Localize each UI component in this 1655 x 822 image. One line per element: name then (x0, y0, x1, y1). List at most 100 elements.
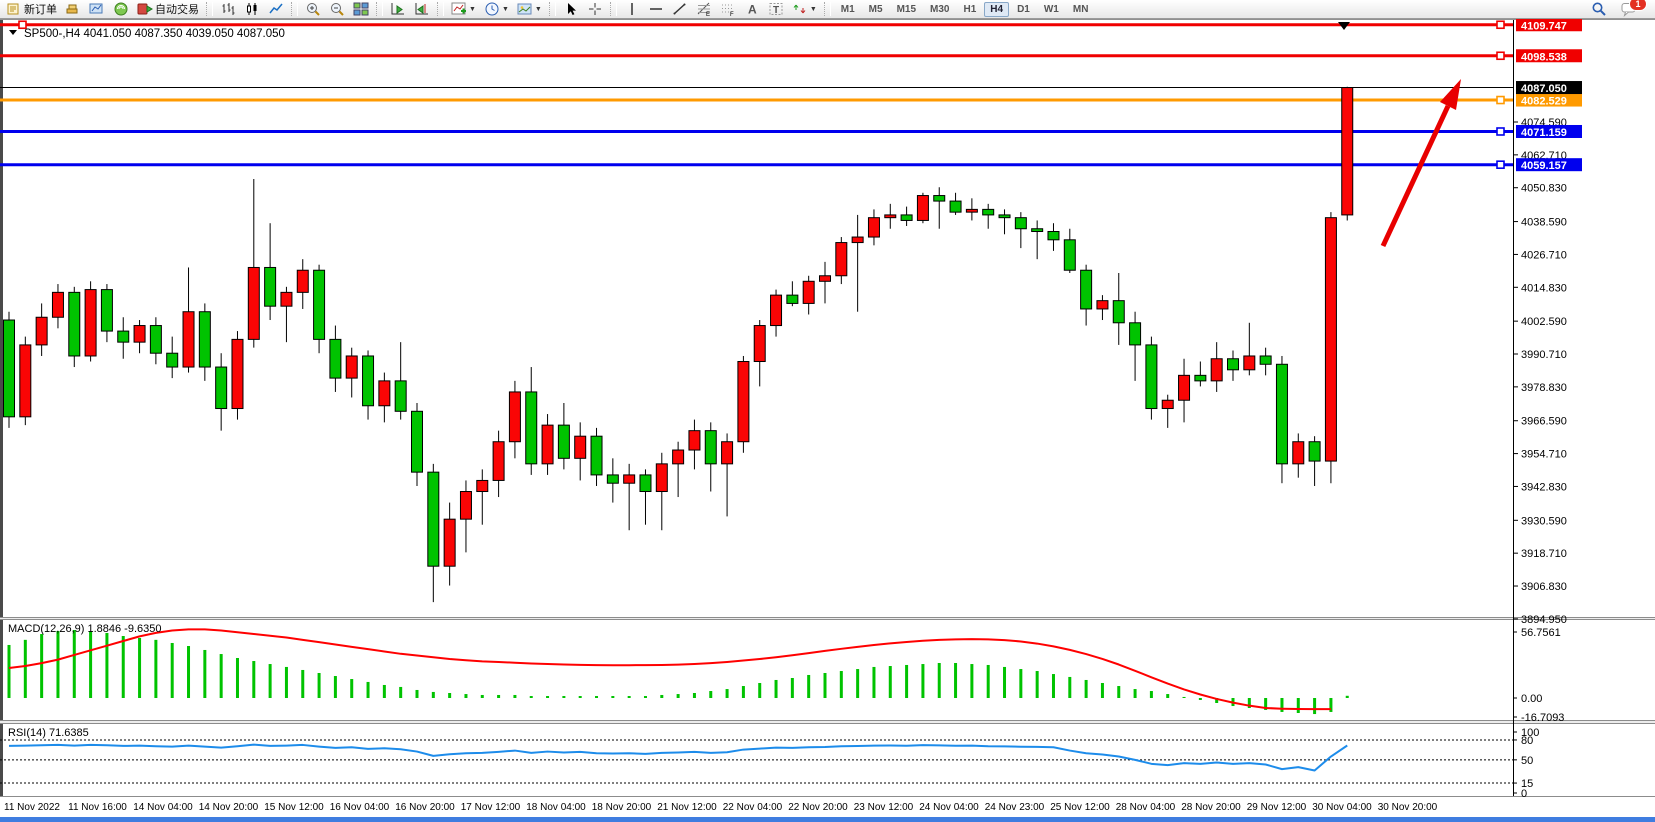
trend-arrow[interactable] (1380, 104, 1451, 248)
price-badge-label: 4098.538 (1521, 51, 1567, 63)
title-collapse-icon[interactable] (9, 30, 17, 35)
autotrading-button[interactable]: 自动交易 (133, 0, 203, 19)
market-depth-button[interactable] (61, 0, 85, 19)
crosshair-button[interactable] (583, 0, 607, 19)
pane-splitter[interactable] (0, 617, 1655, 620)
line-handle[interactable] (18, 20, 27, 30)
fibo-button[interactable]: E (692, 0, 716, 19)
macd-bar (105, 632, 109, 698)
line-handle[interactable] (1496, 127, 1505, 136)
macd-bar (1313, 698, 1317, 715)
bar-chart-button[interactable] (216, 0, 240, 19)
line-handle[interactable] (1496, 95, 1505, 105)
macd-bar (1035, 671, 1039, 698)
macd-bar (382, 684, 386, 698)
line-chart-button[interactable] (264, 0, 288, 19)
crosshair-icon (588, 3, 601, 15)
tile-windows-button[interactable] (349, 0, 373, 19)
pane-splitter[interactable] (0, 720, 1655, 724)
signals-button[interactable] (109, 0, 133, 19)
candle (900, 214, 913, 221)
toolbar-separator (206, 2, 213, 16)
macd-bar (431, 691, 435, 698)
candle (1031, 228, 1044, 233)
periods-button[interactable]: ▼ (480, 0, 513, 19)
timeframe-m5-button[interactable]: M5 (868, 3, 883, 15)
timeframe-h1-button[interactable]: H1 (963, 3, 977, 15)
templates-button[interactable]: ▼ (513, 0, 546, 19)
candle (1243, 355, 1256, 371)
svg-text:T: T (773, 5, 779, 16)
line-handle[interactable] (1496, 51, 1505, 61)
down-triangle-marker[interactable] (1338, 22, 1350, 30)
date-label: 16 Nov 04:00 (330, 802, 390, 813)
notifications-button[interactable]: 1 (1617, 0, 1647, 19)
zoom-out-button[interactable] (325, 0, 349, 19)
chart-shift-button[interactable] (410, 0, 434, 19)
text-button[interactable]: A (740, 0, 764, 19)
macd-bar (415, 689, 419, 698)
timeframe-h4-button[interactable]: H4 (984, 1, 1010, 17)
macd-bar (399, 686, 403, 698)
macd-bar (921, 664, 925, 698)
chevron-down-icon: ▼ (469, 5, 476, 13)
candle (1210, 358, 1223, 382)
macd-bar (268, 664, 272, 698)
timeframe-mn-button[interactable]: MN (1072, 3, 1089, 15)
macd-scale-label: 0.00 (1521, 693, 1542, 705)
candlestick-button[interactable] (240, 0, 264, 19)
date-label: 28 Nov 04:00 (1116, 802, 1176, 813)
candle (819, 275, 831, 282)
date-label: 25 Nov 12:00 (1050, 802, 1110, 813)
new-order-button[interactable]: 新订单 (2, 0, 61, 19)
macd-bar (121, 636, 125, 698)
rsi-line (8, 743, 1348, 772)
line-handle[interactable] (1496, 20, 1505, 30)
timeframe-m1-button[interactable]: M1 (840, 3, 855, 15)
price-tick-label: 3894.950 (1521, 614, 1567, 626)
text-label-button[interactable]: T (764, 0, 788, 19)
hline-button[interactable] (644, 0, 668, 19)
cursor-button[interactable] (559, 0, 583, 19)
candle (1047, 231, 1060, 241)
macd-bar (72, 629, 76, 698)
candle (541, 424, 554, 465)
price-badge-label: 4071.159 (1521, 127, 1567, 139)
timeframe-m30-button[interactable]: M30 (930, 3, 950, 15)
candle (770, 294, 783, 327)
macd-bar (741, 686, 745, 698)
trendline-button[interactable] (668, 0, 692, 19)
candle (1308, 441, 1321, 462)
shapes-button[interactable]: ▼ (788, 0, 821, 19)
trend-arrow-head[interactable] (1440, 79, 1461, 110)
search-button[interactable] (1587, 0, 1611, 19)
candle (508, 391, 521, 443)
auto-scroll-button[interactable] (386, 0, 410, 19)
macd-bar (7, 644, 11, 698)
market-watch-icon (89, 3, 103, 14)
macd-signal-line (8, 628, 1331, 711)
date-label: 17 Nov 12:00 (461, 802, 521, 813)
timeframe-m15-button[interactable]: M15 (896, 3, 917, 15)
indicators-button[interactable]: ▼ (447, 0, 480, 19)
price-tick-label: 4014.830 (1521, 282, 1567, 294)
auto-scroll-icon (391, 3, 404, 15)
candle (264, 266, 277, 307)
zoom-in-button[interactable] (301, 0, 325, 19)
timeframe-d1-button[interactable]: D1 (1017, 3, 1030, 15)
candle (867, 217, 880, 238)
market-watch-button[interactable] (85, 0, 109, 19)
rsi-scale-label: 80 (1521, 735, 1533, 747)
macd-bar (1264, 698, 1268, 710)
date-label: 16 Nov 20:00 (395, 802, 455, 813)
price-tick-label: 3942.830 (1521, 481, 1567, 493)
timeframe-w1-button[interactable]: W1 (1043, 3, 1059, 15)
vline-button[interactable] (620, 0, 644, 19)
chart-shift-icon (415, 3, 428, 15)
zoom-in-icon (307, 3, 320, 16)
candle (1275, 363, 1288, 465)
candle (606, 474, 619, 484)
line-handle[interactable] (1496, 160, 1505, 169)
channel-button[interactable]: F (716, 0, 740, 19)
